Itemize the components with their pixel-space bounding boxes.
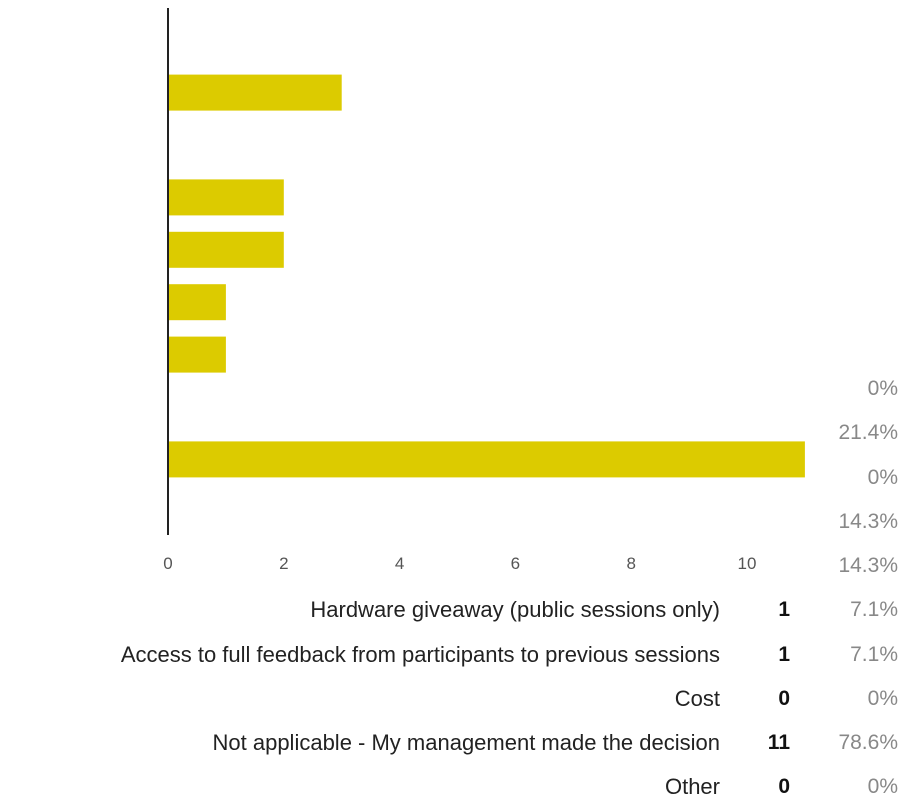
legend-row: Cost 0 0%: [0, 677, 903, 721]
x-tick-label: 6: [511, 554, 520, 573]
bars-group: [168, 74, 805, 478]
row-percent: 0%: [867, 687, 898, 710]
x-tick-label: 10: [738, 554, 757, 573]
row-count: 1: [778, 598, 790, 621]
row-percent: 0%: [867, 775, 898, 798]
x-tick-label: 4: [395, 554, 404, 573]
x-tick-label: 2: [279, 554, 288, 573]
legend-row: Hardware giveaway (public sessions only)…: [0, 588, 903, 632]
x-tick-label: 8: [626, 554, 635, 573]
percent-label: 14.3%: [838, 509, 898, 533]
percent-label: 0%: [867, 465, 898, 489]
bar: [168, 179, 284, 216]
bar: [168, 231, 284, 268]
x-tick-label: 0: [163, 554, 172, 573]
row-label: Not applicable - My management made the …: [212, 730, 721, 755]
stacked-percent-labels: 0% 21.4% 0% 14.3% 14.3%: [778, 367, 898, 588]
row-percent: 7.1%: [850, 598, 898, 621]
percent-label: 21.4%: [838, 421, 898, 445]
legend-row: Not applicable - My management made the …: [0, 721, 903, 765]
row-percent: 7.1%: [850, 643, 898, 666]
bar: [168, 74, 342, 111]
row-label: Access to full feedback from participant…: [120, 642, 720, 667]
row-count: 11: [767, 731, 790, 754]
row-label: Other: [664, 774, 720, 799]
row-label: Cost: [674, 686, 720, 711]
percent-label: 14.3%: [838, 554, 898, 578]
bar: [168, 441, 805, 478]
row-percent: 78.6%: [838, 731, 898, 754]
bar: [168, 336, 226, 373]
row-label: Hardware giveaway (public sessions only): [310, 597, 720, 622]
row-count: 0: [778, 687, 790, 710]
bar: [168, 284, 226, 321]
x-tick-labels: 0 2 4 6 8 10: [163, 554, 756, 573]
row-count: 1: [778, 643, 790, 666]
legend-row: Access to full feedback from participant…: [0, 633, 903, 677]
row-count: 0: [778, 775, 790, 798]
bar-chart: 0 2 4 6 8 10: [163, 8, 805, 573]
legend-row: Other 0 0%: [0, 765, 903, 809]
percent-label: 0%: [867, 377, 898, 400]
